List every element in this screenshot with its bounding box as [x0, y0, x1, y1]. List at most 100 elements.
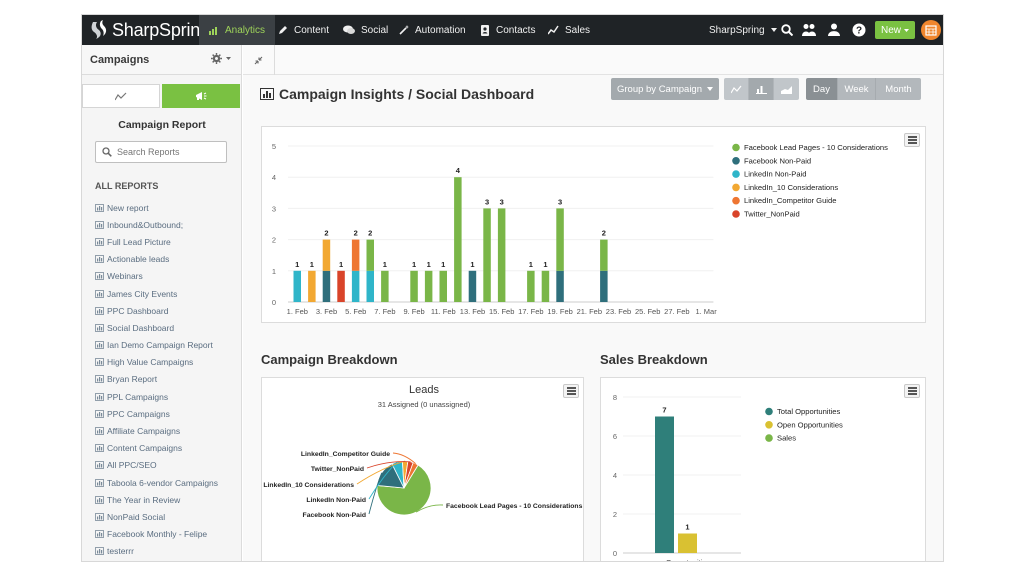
report-item[interactable]: PPC Campaigns — [95, 405, 218, 422]
report-icon — [95, 289, 104, 298]
bar-segment — [337, 270, 345, 302]
search-icon[interactable] — [781, 24, 793, 36]
report-item[interactable]: New report — [95, 199, 218, 216]
x-tick-label: 1. Mar — [695, 307, 717, 316]
bar-chart-icon — [260, 88, 274, 100]
nav-contacts[interactable]: Contacts — [470, 15, 545, 45]
pie-slice-label: Twitter_NonPaid — [311, 466, 364, 473]
report-item-label: NonPaid Social — [107, 511, 166, 522]
caret-down-icon — [770, 28, 777, 32]
sharpspring-logo[interactable]: SharpSpring — [90, 19, 210, 41]
legend-label: Total Opportunities — [777, 407, 841, 416]
report-item[interactable]: PPC Dashboard — [95, 302, 218, 319]
y-tick-label: 0 — [272, 298, 276, 307]
x-tick-label: 21. Feb — [577, 307, 602, 316]
sales-menu-button[interactable] — [904, 384, 920, 398]
report-item[interactable]: testerrr — [95, 543, 218, 560]
bar-segment — [600, 270, 608, 302]
report-item[interactable]: Webinars — [95, 268, 218, 285]
search-reports-input[interactable] — [117, 147, 217, 157]
account-switcher[interactable]: SharpSpring — [699, 15, 787, 45]
report-icon — [95, 513, 104, 521]
report-item[interactable]: PPL Campaigns — [95, 388, 218, 405]
sales-bar — [678, 533, 697, 553]
report-item[interactable]: Full Lead Picture — [95, 233, 218, 250]
page-title-text: Campaign Insights / Social Dashboard — [279, 86, 535, 102]
main-content: Campaign Insights / Social Dashboard Gro… — [243, 45, 943, 562]
bar-segment — [556, 208, 564, 271]
user-icon[interactable] — [828, 23, 840, 36]
report-item[interactable]: All PPC/SEO — [95, 457, 218, 474]
new-button[interactable]: New — [875, 21, 915, 39]
bar-segment — [308, 270, 316, 302]
report-item[interactable]: Affiliate Campaigns — [95, 422, 218, 439]
report-item[interactable]: Facebook Monthly - Felipe — [95, 526, 218, 543]
report-icon — [95, 530, 104, 539]
tab-line-reports[interactable] — [82, 84, 160, 108]
search-reports-field[interactable] — [95, 141, 227, 163]
bar-data-label: 2 — [354, 229, 358, 238]
chart-menu-button[interactable] — [904, 133, 920, 147]
bar-data-label: 1 — [383, 260, 387, 269]
calendar-icon[interactable] — [921, 20, 941, 40]
x-tick-label: 17. Feb — [518, 307, 543, 316]
report-item[interactable]: Inbound&Outbound; — [95, 216, 218, 233]
period-month-button[interactable]: Month — [876, 78, 921, 100]
y-tick-label: 4 — [272, 173, 276, 182]
report-item[interactable]: Content Campaigns — [95, 440, 218, 457]
bar-segment — [454, 177, 462, 302]
report-item[interactable]: Social Dashboard — [95, 319, 218, 336]
report-item-label: Facebook Monthly - Felipe — [107, 529, 208, 540]
pencil-icon — [279, 26, 287, 34]
report-item[interactable]: The Year in Review — [95, 491, 218, 508]
legend-label: LinkedIn Non-Paid — [744, 170, 806, 179]
report-item-label: Inbound&Outbound; — [107, 219, 184, 230]
help-icon[interactable]: ? — [852, 23, 866, 37]
bar-chart-button[interactable] — [749, 78, 774, 100]
sales-breakdown-panel: 0 2 4 6 8 7 Total Opportunities 1 Open Opportuni… — [600, 377, 926, 562]
x-tick-label: 19. Feb — [547, 307, 572, 316]
period-week-button[interactable]: Week — [838, 78, 876, 100]
sidebar: Campaigns Campaign Report ALL REPORTS Ne… — [82, 45, 242, 561]
address-book-icon — [481, 24, 489, 36]
bar-segment — [556, 270, 564, 302]
report-item[interactable]: Bryan Report — [95, 371, 218, 388]
group-by-dropdown[interactable]: Group by Campaign — [611, 78, 719, 100]
team-icon[interactable] — [801, 23, 817, 37]
legend-label: LinkedIn_Competitor Guide — [744, 196, 836, 205]
bar-data-label: 1 — [339, 260, 343, 269]
report-item[interactable]: James City Events — [95, 285, 218, 302]
pie-connector — [415, 504, 444, 513]
line-chart-button[interactable] — [724, 78, 749, 100]
pie-menu-button[interactable] — [563, 384, 579, 398]
nav-analytics[interactable]: Analytics — [199, 15, 276, 45]
sales-breakdown-title: Sales Breakdown — [600, 352, 708, 367]
report-item[interactable]: Taboola 6-vendor Campaigns — [95, 474, 218, 491]
report-item[interactable]: NonPaid Social — [95, 508, 218, 525]
nav-sales[interactable]: Sales — [538, 15, 600, 45]
bar-data-label: 2 — [602, 229, 606, 238]
bar-data-label: 1 — [543, 260, 547, 269]
collapse-sidebar-button[interactable] — [243, 45, 275, 75]
report-item[interactable]: High Value Campaigns — [95, 354, 218, 371]
nav-social[interactable]: Social — [333, 15, 398, 45]
bar-data-label: 1 — [412, 260, 416, 269]
area-chart-button[interactable] — [774, 78, 799, 100]
report-icon — [95, 375, 104, 384]
sales-breakdown-chart: 0 2 4 6 8 7 Total Opportunities 1 Open Opportuni… — [613, 393, 843, 562]
report-item-label: Content Campaigns — [107, 443, 183, 454]
period-day-button[interactable]: Day — [806, 78, 838, 100]
nav-content[interactable]: Content — [268, 15, 339, 45]
nav-automation[interactable]: Automation — [389, 15, 476, 45]
report-item[interactable]: Ian Demo Campaign Report — [95, 337, 218, 354]
sidebar-settings[interactable] — [211, 53, 231, 64]
search-icon — [102, 147, 112, 157]
legend-marker — [732, 157, 740, 165]
x-category-label: Opportunities — [666, 558, 711, 562]
bar-data-label: 1 — [295, 260, 299, 269]
tab-campaign-reports[interactable] — [162, 84, 240, 108]
nav-social-label: Social — [361, 24, 389, 36]
campaign-insights-chart-panel: 0 1 2 3 4 5 1. Feb 3. Feb 5. Feb 7. Feb 9. Feb 11. … — [261, 126, 926, 323]
svg-text:?: ? — [856, 26, 862, 37]
report-item[interactable]: Actionable leads — [95, 251, 218, 268]
